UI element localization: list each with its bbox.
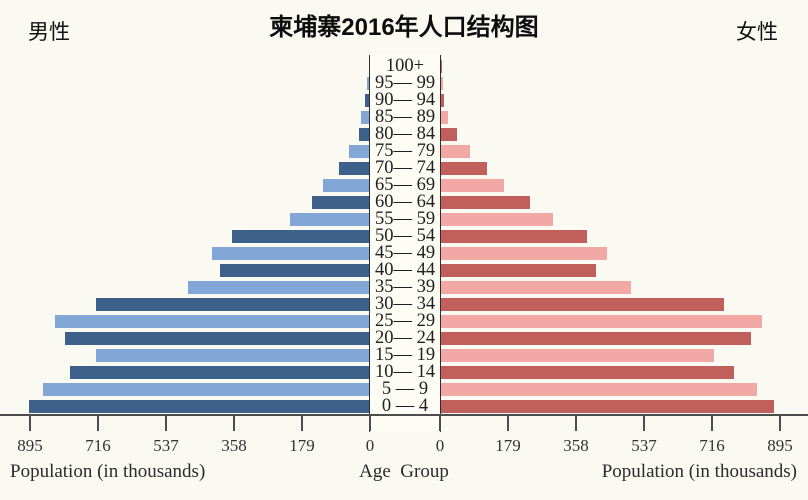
left-tick-label-895: 895 <box>17 436 43 455</box>
right-tick-358 <box>575 416 577 431</box>
left-tick-label-537: 537 <box>153 436 179 455</box>
male-bar-45-49 <box>212 247 370 260</box>
female-bar-75-79 <box>441 145 470 158</box>
female-bar-30-34 <box>441 298 724 311</box>
right-tick-label-0: 0 <box>435 436 445 455</box>
right-tick-0 <box>439 416 441 431</box>
age-group-label-30-34: 30— 34 <box>374 294 436 314</box>
male-bar-70-74 <box>339 162 370 175</box>
male-bar-85-89 <box>360 111 370 124</box>
age-group-label-35-39: 35— 39 <box>374 277 436 297</box>
left-tick-label-716: 716 <box>85 436 111 455</box>
male-bar-15-19 <box>96 349 370 362</box>
female-bar-85-89 <box>441 111 448 124</box>
right-tick-179 <box>507 416 509 431</box>
female-bar-80-84 <box>441 128 457 141</box>
female-bars-panel <box>441 58 808 415</box>
female-bar-50-54 <box>441 230 588 243</box>
left-tick-537 <box>165 416 167 431</box>
female-bar-100plus <box>441 60 442 73</box>
age-group-label-85-89: 85— 89 <box>374 107 436 127</box>
age-group-label-95-99: 95— 99 <box>374 73 436 93</box>
age-group-label-0-4: 0 — 4 <box>381 396 429 416</box>
female-bar-0-4 <box>441 400 774 413</box>
left-tick-label-0: 0 <box>365 436 375 455</box>
female-bar-15-19 <box>441 349 714 362</box>
age-group-label-60-64: 60— 64 <box>374 192 436 212</box>
male-bar-75-79 <box>349 145 370 158</box>
age-group-label-55-59: 55— 59 <box>374 209 436 229</box>
female-bar-40-44 <box>441 264 597 277</box>
male-bar-20-24 <box>64 332 370 345</box>
female-bar-5-9 <box>441 383 757 396</box>
left-axis-caption: Population (in thousands) <box>10 461 206 482</box>
male-bar-0-4 <box>28 400 370 413</box>
male-bars-panel <box>0 58 370 415</box>
age-group-label-65-69: 65— 69 <box>374 175 436 195</box>
right-tick-716 <box>711 416 713 431</box>
right-tick-label-537: 537 <box>631 436 657 455</box>
left-tick-716 <box>97 416 99 431</box>
age-group-label-40-44: 40— 44 <box>374 260 436 280</box>
age-group-label-100plus: 100+ <box>385 56 425 76</box>
right-tick-895 <box>779 416 781 431</box>
age-group-label-80-84: 80— 84 <box>374 124 436 144</box>
male-bar-10-14 <box>69 366 370 379</box>
male-bar-35-39 <box>188 281 370 294</box>
male-bar-5-9 <box>42 383 370 396</box>
right-tick-label-179: 179 <box>495 436 521 455</box>
female-bar-90-94 <box>441 94 445 107</box>
age-group-label-15-19: 15— 19 <box>374 345 436 365</box>
male-bar-60-64 <box>311 196 370 209</box>
left-tick-0 <box>369 416 371 431</box>
age-group-label-5-9: 5 — 9 <box>381 379 429 399</box>
right-tick-label-358: 358 <box>563 436 589 455</box>
left-tick-358 <box>233 416 235 431</box>
female-bar-20-24 <box>441 332 751 345</box>
female-bar-60-64 <box>441 196 530 209</box>
right-tick-537 <box>643 416 645 431</box>
male-bar-50-54 <box>231 230 370 243</box>
age-group-label-25-29: 25— 29 <box>374 311 436 331</box>
female-bar-45-49 <box>441 247 608 260</box>
female-side-label: 女性 <box>736 21 778 44</box>
center-axis-caption: Age Group <box>359 461 449 482</box>
age-group-label-50-54: 50— 54 <box>374 226 436 246</box>
chart-title: 柬埔寨2016年人口结构图 <box>269 14 539 41</box>
age-group-label-20-24: 20— 24 <box>374 328 436 348</box>
x-axis-line <box>0 414 808 416</box>
female-bar-35-39 <box>441 281 631 294</box>
female-bar-10-14 <box>441 366 734 379</box>
female-bar-55-59 <box>441 213 554 226</box>
left-tick-label-179: 179 <box>289 436 315 455</box>
female-bar-25-29 <box>441 315 762 328</box>
male-bar-25-29 <box>55 315 370 328</box>
female-bar-65-69 <box>441 179 504 192</box>
right-tick-label-716: 716 <box>699 436 725 455</box>
male-bar-95-99 <box>367 77 370 90</box>
female-bar-95-99 <box>441 77 443 90</box>
age-group-label-10-14: 10— 14 <box>374 362 436 382</box>
age-group-label-45-49: 45— 49 <box>374 243 436 263</box>
male-bar-30-34 <box>95 298 370 311</box>
left-tick-895 <box>29 416 31 431</box>
age-group-label-90-94: 90— 94 <box>374 90 436 110</box>
male-bar-55-59 <box>289 213 370 226</box>
male-bar-40-44 <box>220 264 370 277</box>
left-tick-label-358: 358 <box>221 436 247 455</box>
age-axis-column: 100+ 95— 99 90— 94 85— 89 80— 84 75— 79 70— 74… <box>369 55 441 432</box>
male-side-label: 男性 <box>28 21 70 44</box>
male-bar-80-84 <box>358 128 370 141</box>
right-axis-caption: Population (in thousands) <box>601 461 797 482</box>
left-tick-179 <box>301 416 303 431</box>
age-group-label-70-74: 70— 74 <box>374 158 436 178</box>
age-group-label-75-79: 75— 79 <box>374 141 436 161</box>
right-tick-label-895: 895 <box>767 436 793 455</box>
female-bar-70-74 <box>441 162 487 175</box>
male-bar-90-94 <box>365 94 370 107</box>
male-bar-65-69 <box>322 179 370 192</box>
